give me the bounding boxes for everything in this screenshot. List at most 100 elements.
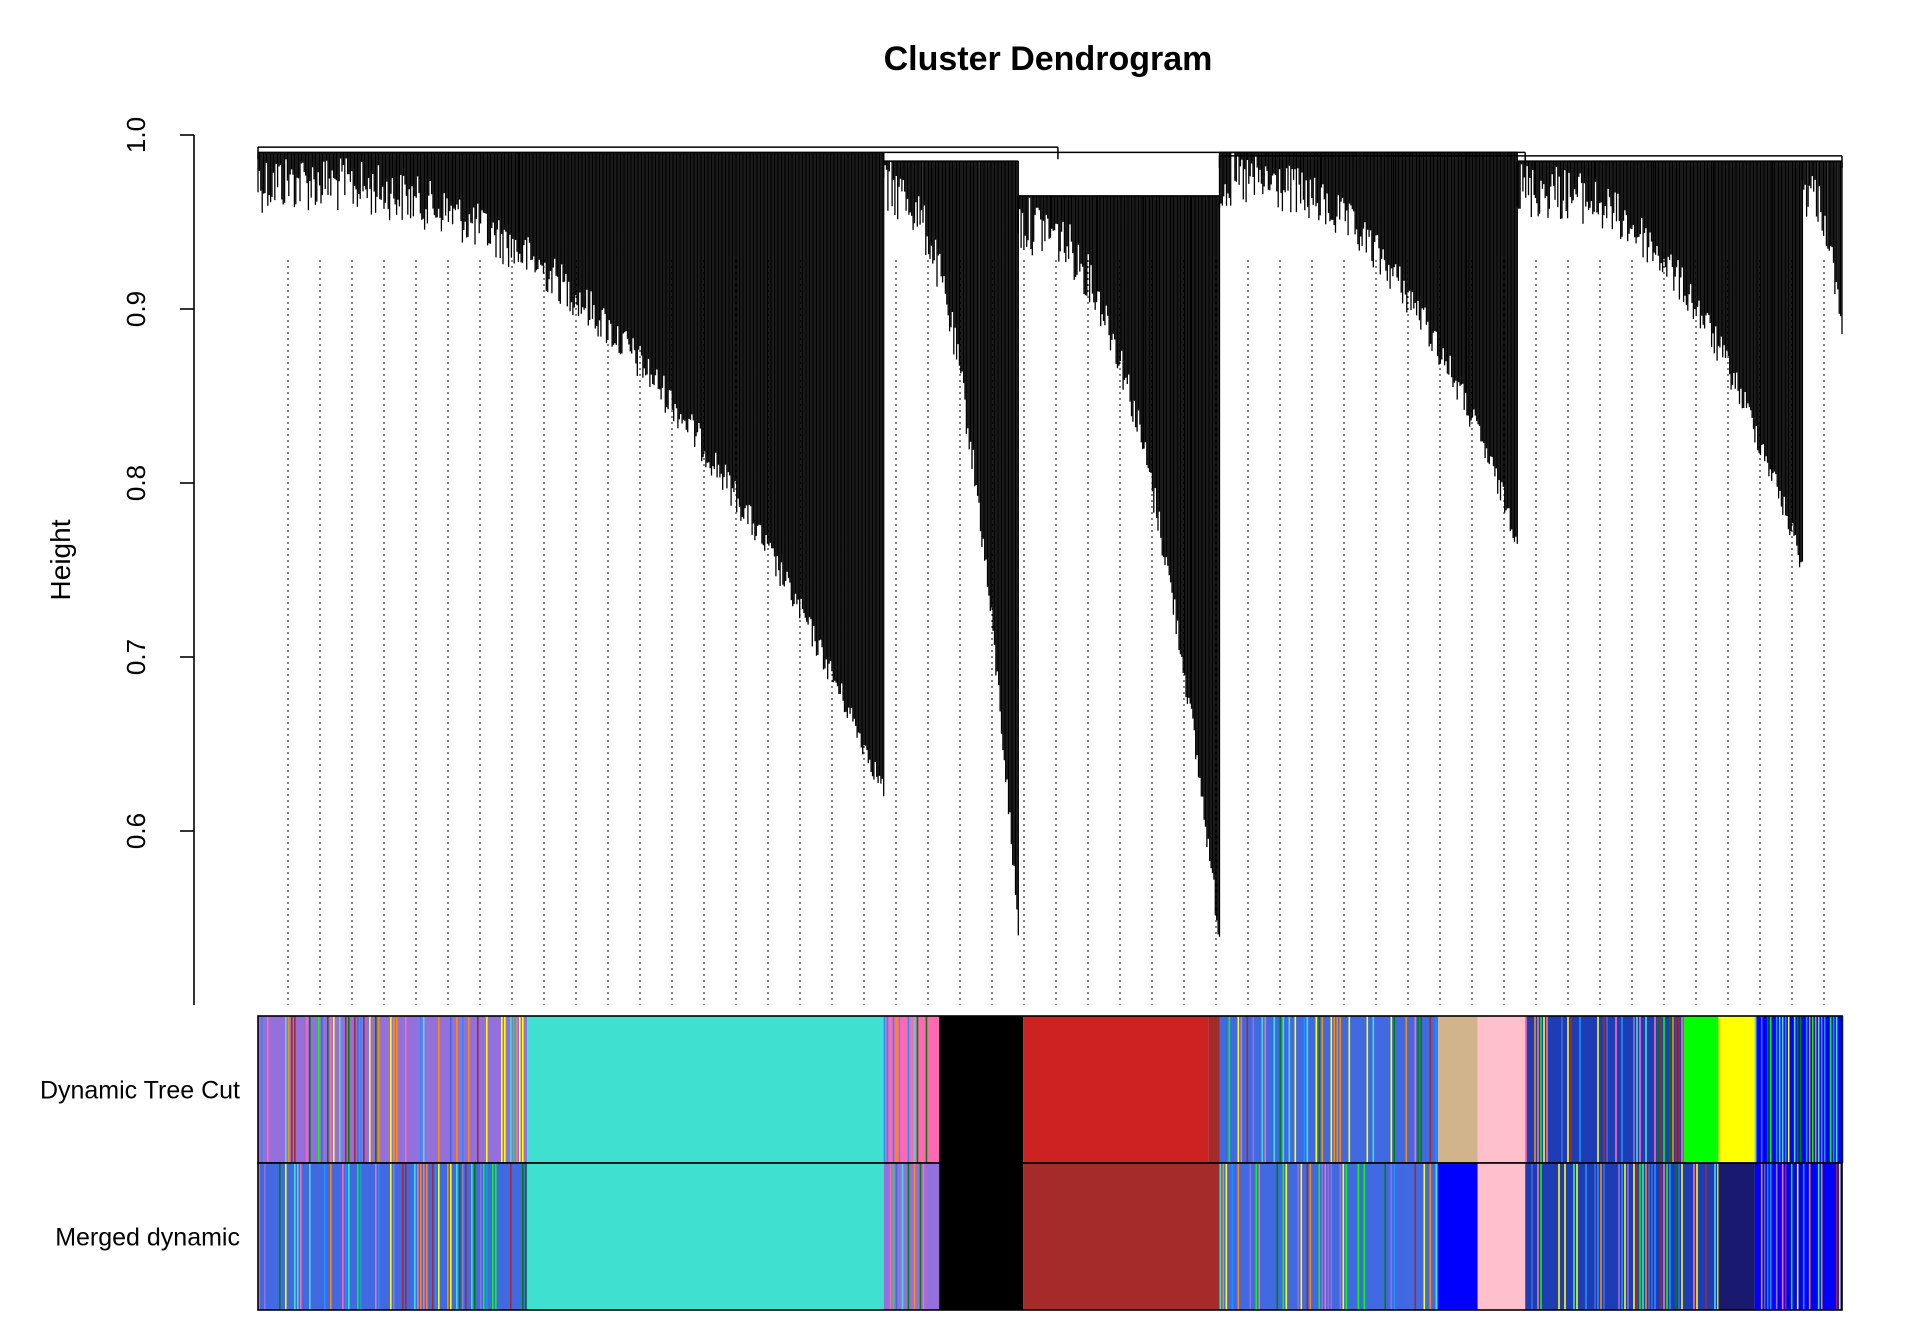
color-stripe [519,1016,521,1163]
color-segment [1718,1163,1755,1310]
color-stripe [1345,1163,1348,1310]
branch-leaves [883,161,1019,936]
color-stripe [462,1163,464,1310]
color-stripe [369,1016,371,1163]
color-stripe [462,1016,464,1163]
color-stripe [261,1016,263,1163]
color-stripe [892,1016,895,1163]
color-stripe [510,1016,512,1163]
color-stripe [474,1163,476,1310]
color-stripe [1282,1016,1285,1163]
color-stripe [1618,1163,1620,1310]
color-stripe [309,1163,311,1310]
color-stripe [1318,1016,1321,1163]
color-stripe [901,1163,904,1310]
color-stripe [297,1163,299,1310]
color-stripe [1306,1163,1309,1310]
color-segment [1718,1016,1755,1163]
color-row-1: Dynamic Tree Cut [40,1015,1844,1164]
color-stripe [1636,1016,1638,1163]
color-stripe [486,1163,488,1310]
color-stripe [1835,1016,1838,1163]
color-stripe [1714,1163,1716,1310]
color-stripe [1372,1016,1375,1163]
color-stripe [1339,1163,1342,1310]
color-stripe [1660,1016,1662,1163]
color-stripe [1781,1163,1784,1310]
color-stripe [1435,1163,1438,1310]
color-stripe [285,1016,287,1163]
color-stripe [1651,1163,1653,1310]
color-stripe [267,1016,269,1163]
chart-title: Cluster Dendrogram [884,40,1213,78]
color-stripe [1567,1016,1569,1163]
color-stripe [426,1163,428,1310]
color-stripe [913,1163,916,1310]
color-stripe [1246,1016,1249,1163]
color-stripe [1829,1016,1832,1163]
color-stripe [1678,1163,1680,1310]
color-stripe [1799,1016,1802,1163]
color-stripe [1342,1163,1345,1310]
color-stripe [1693,1163,1695,1310]
color-stripe [408,1016,410,1163]
color-stripe [1778,1016,1781,1163]
color-stripe [348,1163,350,1310]
color-stripe [1297,1163,1300,1310]
color-stripe [1832,1016,1835,1163]
color-stripe [886,1016,889,1163]
color-stripe [1426,1163,1429,1310]
color-stripe [1309,1163,1312,1310]
branch-cluster-3 [1017,195,1221,937]
color-stripe [1754,1016,1757,1163]
y-tick-label: 0.8 [121,465,151,501]
color-stripe [420,1163,422,1310]
color-stripe [1357,1163,1360,1310]
color-stripe [525,1163,527,1310]
color-stripe [895,1163,898,1310]
color-stripe [504,1016,506,1163]
color-stripe [1222,1163,1225,1310]
color-stripe [913,1016,916,1163]
color-stripe [477,1016,479,1163]
color-stripe [435,1163,437,1310]
color-stripe [309,1016,311,1163]
color-stripe [1264,1016,1267,1163]
color-stripe [1606,1016,1608,1163]
color-stripe [1808,1163,1811,1310]
branch-leaves [1516,161,1804,568]
color-row-label: Merged dynamic [55,1224,240,1252]
color-stripe [1249,1163,1252,1310]
color-stripe [390,1163,392,1310]
color-stripe [405,1163,407,1310]
color-stripe [919,1163,922,1310]
color-stripe [1231,1163,1234,1310]
color-stripe [1534,1016,1536,1163]
color-stripe [471,1163,473,1310]
color-stripe [1621,1016,1623,1163]
color-stripe [1817,1163,1820,1310]
color-segment [939,1163,1024,1310]
color-stripe [1603,1016,1605,1163]
color-stripe [1414,1016,1417,1163]
color-stripe [360,1016,362,1163]
color-stripe [1669,1016,1671,1163]
color-stripe [444,1016,446,1163]
color-segment [1438,1016,1478,1163]
color-stripe [357,1163,359,1310]
color-stripe [282,1163,284,1310]
color-segment [939,1016,1024,1163]
color-stripe [1672,1016,1674,1163]
color-stripe [1802,1163,1805,1310]
color-stripe [375,1163,377,1310]
color-stripe [1531,1163,1533,1310]
color-stripe [450,1016,452,1163]
branch-leaves [1017,195,1221,937]
branch-cluster-4 [1218,151,1518,544]
color-stripe [907,1163,910,1310]
merge-3 [1218,155,1843,168]
color-stripe [1255,1163,1258,1310]
color-stripe [294,1163,296,1310]
color-stripe [1330,1163,1333,1310]
color-stripe [1315,1163,1318,1310]
